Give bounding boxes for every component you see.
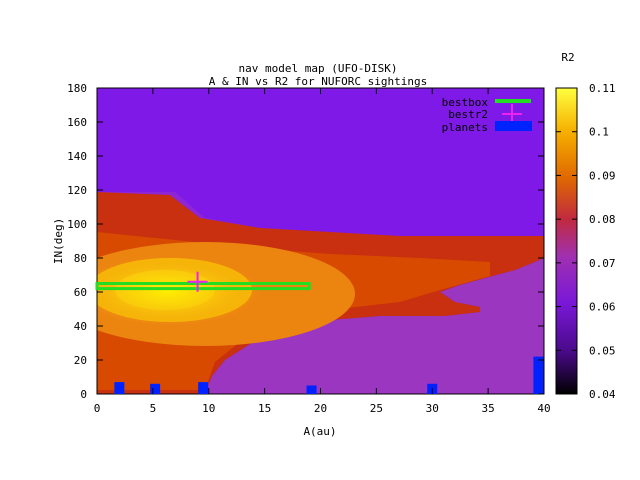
legend-swatch-bestr2: [502, 104, 522, 124]
planet-marker: [114, 382, 125, 394]
y-tick-label: 100: [67, 218, 87, 231]
colorbar-tick-label: 0.09: [589, 169, 616, 182]
colorbar-tick-label: 0.1: [589, 126, 609, 139]
heatmap-area: [97, 88, 544, 394]
x-tick-label: 35: [482, 402, 495, 415]
colorbar-tick-label: 0.11: [589, 82, 616, 95]
bestbox-rect: [95, 282, 311, 291]
legend-swatch-planets: [495, 121, 532, 131]
heatmap-peak-glow: [97, 255, 263, 327]
heatmap-region-lower-right: [205, 258, 544, 394]
x-tick-label: 0: [94, 402, 101, 415]
x-tick-label: 15: [258, 402, 271, 415]
y-tick-label: 160: [67, 116, 87, 129]
y-axis-label: IN(deg): [52, 218, 65, 264]
y-axis-ticks: 0 20 40 60 80 100 120 140 160 180: [67, 82, 544, 401]
x-axis-ticks: 0 5 10 15 20 25 30 35 40: [94, 88, 551, 415]
colorbar-ticks: 0.04 0.05 0.06 0.07 0.08 0.09 0.1 0.11: [556, 82, 616, 401]
y-tick-label: 20: [74, 354, 87, 367]
planet-marker: [306, 385, 317, 394]
colorbar: [555, 87, 578, 395]
y-tick-label: 40: [74, 320, 87, 333]
x-tick-label: 25: [370, 402, 383, 415]
legend-label-planets: planets: [442, 121, 488, 134]
colorbar-label: R2: [561, 51, 574, 64]
bestr2-cross: [187, 271, 208, 292]
x-tick-label: 30: [426, 402, 439, 415]
y-tick-label: 120: [67, 184, 87, 197]
planet-marker: [198, 382, 209, 394]
colorbar-tick-label: 0.05: [589, 344, 616, 357]
x-tick-label: 5: [150, 402, 157, 415]
x-tick-label: 40: [537, 402, 550, 415]
bestr2-marker: [187, 271, 208, 292]
y-tick-label: 80: [74, 252, 87, 265]
colorbar-tick-label: 0.06: [589, 301, 616, 314]
x-axis-label: A(au): [303, 425, 336, 438]
planet-marker: [150, 383, 161, 394]
x-tick-label: 20: [314, 402, 327, 415]
legend-label-bestr2: bestr2: [448, 108, 488, 121]
colorbar-tick-label: 0.08: [589, 213, 616, 226]
legend-swatch-bestbox: [495, 99, 531, 103]
legend-label-bestbox: bestbox: [442, 96, 489, 109]
planet-marker: [533, 356, 544, 394]
bestbox: [95, 282, 311, 291]
y-tick-label: 60: [74, 286, 87, 299]
colorbar-tick-label: 0.07: [589, 257, 616, 270]
y-tick-label: 0: [80, 388, 87, 401]
y-tick-label: 180: [67, 82, 87, 95]
chart-title-line2: A & IN vs R2 for NUFORC sightings: [209, 75, 428, 88]
chart-title-line1: nav model map (UFO-DISK): [239, 62, 398, 75]
y-tick-label: 140: [67, 150, 87, 163]
colorbar-tick-label: 0.04: [589, 388, 616, 401]
x-tick-label: 10: [202, 402, 215, 415]
legend: bestbox bestr2 planets: [442, 96, 532, 134]
